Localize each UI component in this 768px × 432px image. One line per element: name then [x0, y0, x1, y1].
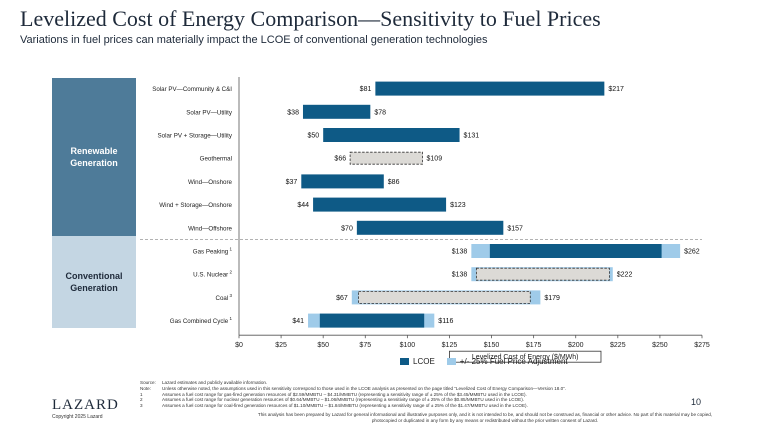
low-value-label: $138	[452, 272, 468, 279]
row-label: Geothermal	[200, 156, 232, 163]
high-value-label: $116	[438, 318, 453, 325]
high-value-label: $222	[617, 272, 633, 279]
legend-swatch-fuel-adjustment	[446, 358, 456, 365]
low-value-label: $41	[292, 318, 304, 325]
lcoe-bar-dashed	[358, 290, 531, 304]
row-label: Wind—Offshore	[188, 225, 232, 232]
high-value-label: $78	[374, 109, 386, 116]
legend-label-fuel-adjustment: +/- 25% Fuel Price Adjustment	[459, 357, 568, 366]
x-tick-label: $100	[400, 342, 416, 349]
footnote-key: 2	[140, 397, 143, 403]
footnote-marker: 3	[228, 293, 232, 298]
row-label: Wind—Onshore	[188, 179, 233, 186]
x-tick-label: $75	[359, 342, 371, 349]
low-value-label: $38	[287, 109, 299, 116]
x-tick-label: $25	[275, 342, 287, 349]
chart-legend: LCOE +/- 25% Fuel Price Adjustment	[400, 357, 568, 366]
legend-swatch-lcoe	[400, 358, 409, 365]
high-value-label: $157	[507, 225, 523, 232]
row-label: U.S. Nuclear 2	[193, 270, 232, 279]
footnote-marker: 1	[228, 247, 232, 252]
footnote-key: Note:	[140, 385, 151, 391]
group-label-renewable: Renewable Generation	[52, 78, 136, 236]
x-tick-label: $250	[652, 342, 668, 349]
x-tick-label: $225	[610, 342, 626, 349]
high-value-label: $179	[544, 295, 560, 302]
row-label: Solar PV—Community & C&I	[152, 86, 232, 93]
high-value-label: $131	[464, 133, 480, 140]
lcoe-bar	[375, 81, 605, 96]
lcoe-bar-dashed	[349, 151, 423, 165]
row-label: Wind + Storage—Onshore	[159, 202, 232, 209]
page-number: 10	[691, 397, 702, 407]
footnote-key: Source:	[140, 380, 156, 385]
x-axis-title-box	[449, 350, 602, 363]
low-value-label: $81	[360, 86, 372, 93]
x-tick-label: $275	[694, 342, 710, 349]
group-label-conventional: Conventional Generation	[52, 236, 136, 328]
low-value-label: $50	[307, 133, 319, 140]
row-label: Gas Peaking 1	[193, 247, 233, 256]
lcoe-bar	[301, 174, 384, 189]
high-value-label: $262	[684, 249, 700, 256]
footnote-marker: 1	[228, 316, 232, 321]
row-label: Solar PV—Utility	[186, 109, 233, 116]
disclaimer: This analysis has been prepared by Lazar…	[257, 412, 713, 423]
lcoe-bar	[313, 197, 447, 212]
row-label: Gas Combined Cycle 1	[170, 316, 233, 325]
low-value-label: $66	[334, 156, 346, 163]
x-tick-label: $150	[484, 342, 500, 349]
high-value-label: $217	[608, 86, 624, 93]
footnote-row: 2 Assumes a fuel cost range for nuclear g…	[140, 397, 566, 403]
footnotes: Source: Lazard estimates and publicly ava…	[140, 380, 566, 409]
low-value-label: $37	[286, 179, 298, 186]
lcoe-bar-dashed	[475, 267, 610, 281]
x-tick-label: $200	[568, 342, 584, 349]
page-subtitle: Variations in fuel prices can materially…	[20, 34, 488, 46]
footnote-row: 1 Assumes a fuel cost range for gas-fired…	[140, 392, 566, 398]
legend-label-lcoe: LCOE	[413, 357, 435, 366]
low-value-label: $44	[297, 202, 309, 209]
high-value-label: $86	[388, 179, 400, 186]
lcoe-bar	[323, 128, 460, 142]
low-value-label: $138	[452, 249, 468, 256]
legend-item-fuel-adjustment: +/- 25% Fuel Price Adjustment	[446, 357, 568, 366]
x-tick-label: $125	[442, 342, 458, 349]
x-tick-label: $50	[317, 342, 329, 349]
low-value-label: $67	[336, 295, 348, 302]
footnote-text: Assumes a fuel cost range for gas-fired …	[162, 391, 527, 397]
row-label: Coal 3	[216, 293, 233, 302]
legend-item-lcoe: LCOE	[400, 357, 435, 366]
footnote-row: 3 Assumes a fuel cost range for coal-fire…	[140, 403, 566, 409]
low-value-label: $70	[341, 225, 353, 232]
footnote-text: Assumes a fuel cost range for coal-fired…	[162, 403, 528, 409]
lazard-logo: LAZARD	[52, 397, 119, 413]
copyright-text: Copyright 2025 Lazard	[52, 414, 103, 420]
footnote-row: Note: Unless otherwise noted, the assumpt…	[140, 386, 566, 392]
high-value-label: $109	[427, 156, 443, 163]
lcoe-bar	[356, 220, 504, 235]
footnote-text: Unless otherwise noted, the assumptions …	[162, 385, 566, 391]
row-label: Solar PV + Storage—Utility	[158, 133, 233, 140]
footnote-row: Source: Lazard estimates and publicly ava…	[140, 380, 566, 386]
footnote-text: Lazard estimates and publicly available …	[162, 380, 268, 385]
x-tick-label: $0	[235, 342, 243, 349]
lcoe-bar	[302, 104, 371, 119]
footnote-key: 3	[140, 403, 143, 409]
x-tick-label: $175	[526, 342, 542, 349]
x-axis-title: Levelized Cost of Energy ($/MWh)	[472, 354, 579, 361]
footnote-text: Assumes a fuel cost range for nuclear ge…	[162, 397, 525, 403]
lcoe-bar	[319, 313, 425, 328]
footnote-marker: 2	[228, 270, 232, 275]
lcoe-bar	[489, 244, 662, 258]
high-value-label: $123	[450, 202, 466, 209]
page-title: Levelized Cost of Energy Comparison—Sens…	[20, 6, 601, 31]
footnote-key: 1	[140, 391, 143, 397]
